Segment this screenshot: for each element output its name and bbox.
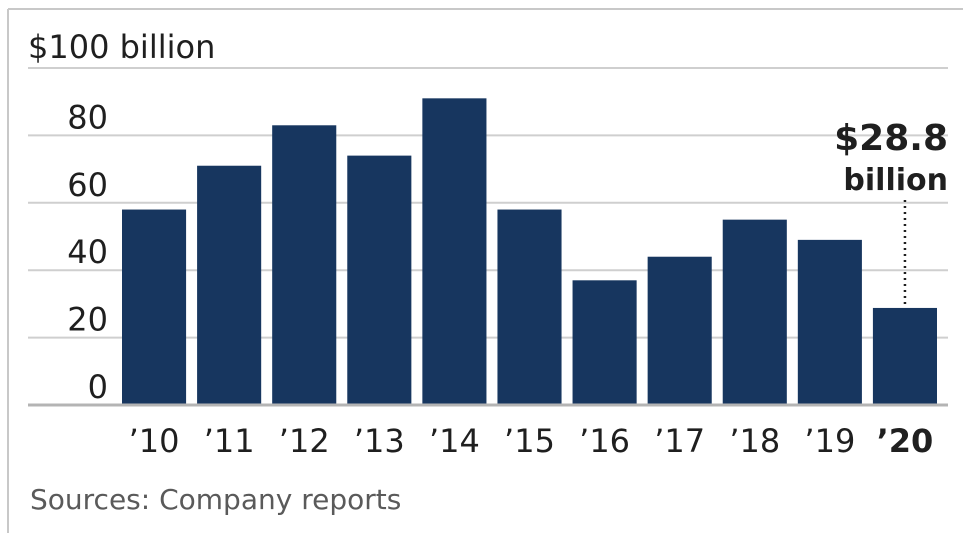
y-tick-label: 40 — [67, 233, 108, 271]
bar — [197, 165, 262, 405]
y-tick-label: 60 — [67, 166, 108, 204]
bars — [122, 98, 937, 405]
callout-annotation: $28.8 billion — [834, 118, 948, 304]
callout-value: $28.8 — [834, 118, 948, 159]
x-tick-label: ’15 — [504, 422, 555, 460]
bar — [347, 155, 412, 405]
bar — [497, 209, 562, 405]
bar — [722, 219, 787, 405]
bar — [797, 239, 862, 405]
x-tick-label: ’17 — [654, 422, 705, 460]
source-note: Sources: Company reports — [30, 483, 401, 516]
x-tick-labels: ’10 ’11 ’12 ’13 ’14 ’15 ’16 ’17 ’18 ’19 ’20 — [129, 422, 934, 460]
bar — [872, 307, 937, 405]
bar — [422, 98, 487, 405]
callout-unit: billion — [843, 163, 948, 198]
bar — [122, 209, 187, 405]
x-tick-label: ’18 — [729, 422, 780, 460]
y-tick-label: 80 — [67, 98, 108, 136]
y-axis-label: $100 billion — [28, 28, 215, 66]
bar — [272, 125, 337, 405]
x-tick-label: ’13 — [354, 422, 405, 460]
x-tick-label: ’11 — [204, 422, 255, 460]
bar — [647, 256, 712, 405]
x-tick-label: ’20 — [877, 422, 934, 460]
bar — [572, 280, 637, 405]
y-tick-label: 20 — [67, 301, 108, 339]
x-tick-label: ’19 — [804, 422, 855, 460]
x-tick-label: ’14 — [429, 422, 480, 460]
y-tick-label: 0 — [88, 368, 108, 406]
y-tick-labels: 0 20 40 60 80 — [67, 98, 108, 406]
x-tick-label: ’12 — [279, 422, 330, 460]
x-tick-label: ’10 — [129, 422, 180, 460]
x-tick-label: ’16 — [579, 422, 630, 460]
